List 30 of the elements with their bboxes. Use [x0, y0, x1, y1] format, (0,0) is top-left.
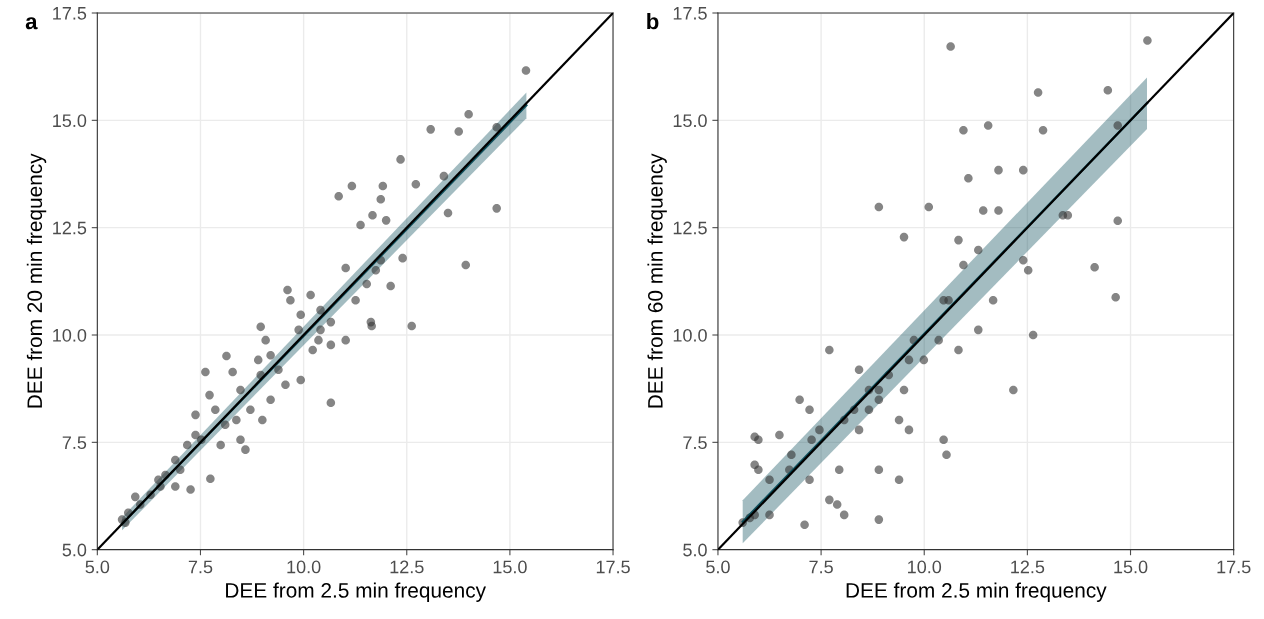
x-tick-label: 7.5 — [809, 560, 833, 574]
x-tick-label: 10.0 — [908, 560, 942, 574]
chart-title: a — [25, 17, 38, 30]
x-tick-label: 17.5 — [1217, 560, 1251, 574]
y-tick-label: 7.5 — [62, 436, 87, 450]
x-tick-label: 17.5 — [596, 560, 630, 574]
x-tick-label: 7.5 — [188, 560, 213, 574]
x-tick-label: 12.5 — [1011, 560, 1045, 574]
y-tick-label: 5.0 — [683, 543, 707, 557]
y-tick-label: 17.5 — [673, 7, 707, 20]
y-tick-label: 17.5 — [53, 7, 87, 20]
y-axis-title: DEE from 20 min frequency — [26, 153, 47, 408]
x-tick-label: 15.0 — [493, 560, 527, 574]
x-tick-label: 12.5 — [390, 560, 424, 574]
x-axis-title: DEE from 2.5 min frequency — [226, 582, 486, 602]
y-tick-label: 15.0 — [673, 114, 707, 128]
y-axis-title: DEE from 60 min frequency — [647, 153, 667, 408]
x-axis-title: DEE from 2.5 min frequency — [846, 582, 1107, 602]
y-tick-label: 15.0 — [53, 114, 87, 128]
x-tick-label: 15.0 — [1114, 560, 1148, 574]
y-tick-label: 12.5 — [673, 221, 707, 235]
x-tick-label: 5.0 — [85, 560, 110, 574]
y-tick-label: 5.0 — [62, 543, 87, 557]
y-tick-label: 7.5 — [683, 436, 707, 450]
y-tick-label: 12.5 — [53, 221, 87, 235]
y-tick-label: 10.0 — [53, 328, 87, 342]
x-tick-label: 10.0 — [287, 560, 321, 574]
x-tick-label: 5.0 — [706, 560, 730, 574]
chart-title: b — [647, 13, 659, 30]
y-tick-label: 10.0 — [673, 328, 707, 342]
